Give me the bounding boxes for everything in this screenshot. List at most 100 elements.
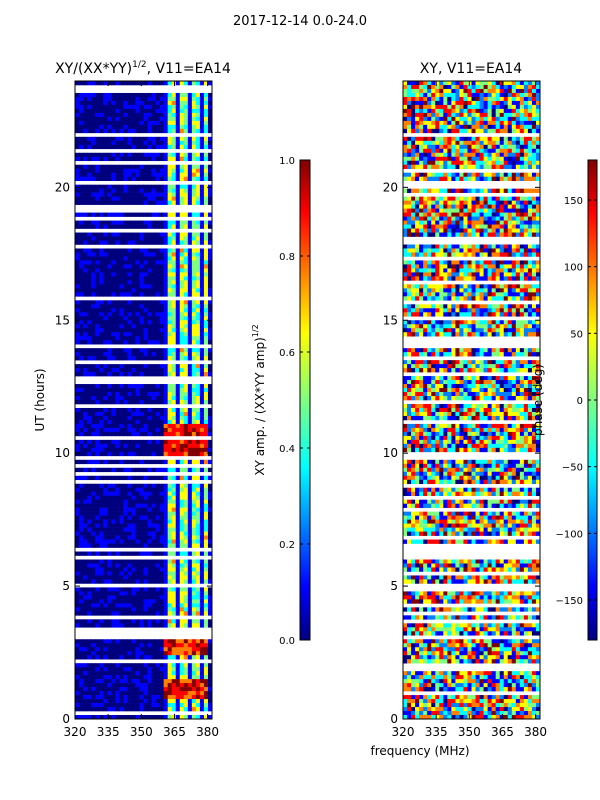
heatmap-cell (79, 184, 84, 189)
heatmap-cell (195, 507, 201, 512)
heatmap-cell (135, 715, 140, 719)
heatmap-cell (107, 316, 112, 321)
heatmap-cell (95, 603, 100, 608)
heatmap-cell (111, 116, 116, 122)
heatmap-cell (107, 276, 112, 281)
heatmap-cell (527, 92, 533, 98)
heatmap-cell (111, 703, 116, 708)
heatmap-cell (487, 96, 493, 102)
heatmap-cell (79, 140, 84, 146)
heatmap-cell (151, 607, 156, 612)
heatmap-cell (167, 356, 173, 361)
heatmap-cell (95, 276, 100, 281)
heatmap-cell (159, 300, 165, 305)
heatmap-cell (107, 188, 112, 193)
heatmap-cell (139, 619, 144, 624)
heatmap-cell (107, 248, 112, 253)
heatmap-cell (155, 112, 161, 118)
heatmap-cell (187, 196, 193, 201)
heatmap-cell (195, 535, 201, 540)
heatmap-cell (79, 232, 84, 237)
heatmap-cell (99, 595, 104, 600)
heatmap-cell (163, 639, 169, 644)
heatmap-cell (203, 252, 209, 257)
heatmap-cell (535, 108, 540, 114)
heatmap-cell (195, 603, 201, 608)
heatmap-cell (439, 112, 444, 118)
heatmap-cell (91, 268, 96, 273)
heatmap-cell (195, 683, 201, 688)
heatmap-cell (83, 196, 88, 201)
heatmap-cell (195, 687, 201, 692)
heatmap-cell (79, 316, 84, 321)
heatmap-cell (183, 320, 189, 325)
heatmap-cell (131, 511, 136, 516)
heatmap-cell (99, 288, 104, 293)
heatmap-cell (171, 419, 177, 425)
heatmap-cell (131, 332, 136, 337)
heatmap-cell (155, 483, 161, 489)
heatmap-cell (103, 272, 108, 277)
heatmap-cell (91, 256, 96, 261)
heatmap-cell (123, 595, 128, 600)
heatmap-cell (443, 136, 448, 142)
heatmap-cell (187, 591, 193, 596)
heatmap-cell (459, 144, 464, 150)
heatmap-cell (167, 467, 173, 473)
heatmap-cell (203, 152, 209, 158)
heatmap-cell (183, 156, 189, 162)
heatmap-cell (515, 100, 521, 106)
heatmap-cell (115, 400, 120, 405)
heatmap-cell (131, 495, 136, 500)
heatmap-cell (91, 108, 96, 114)
heatmap-cell (175, 699, 181, 704)
heatmap-cell (119, 683, 124, 688)
heatmap-cell (159, 507, 165, 512)
heatmap-cell (175, 695, 181, 700)
heatmap-cell (111, 687, 116, 692)
heatmap-cell (147, 112, 152, 118)
heatmap-cell (167, 120, 173, 126)
heatmap-cell (147, 519, 152, 524)
heatmap-cell (199, 300, 205, 305)
heatmap-cell (179, 411, 185, 417)
heatmap-cell (407, 144, 412, 150)
heatmap-cell (127, 372, 132, 377)
heatmap-cell (103, 491, 108, 496)
heatmap-cell (95, 320, 100, 325)
heatmap-cell (175, 300, 181, 305)
heatmap-cell (187, 523, 193, 528)
heatmap-cell (183, 284, 189, 289)
heatmap-cell (191, 655, 197, 660)
heatmap-cell (155, 511, 161, 516)
heatmap-cell (403, 124, 408, 130)
heatmap-cell (147, 164, 152, 170)
heatmap-cell (91, 316, 96, 321)
heatmap-cell (207, 663, 212, 668)
heatmap-cell (95, 459, 100, 465)
heatmap-cell (199, 248, 205, 253)
heatmap-cell (199, 268, 205, 273)
heatmap-cell (131, 419, 136, 425)
heatmap-cell (175, 316, 181, 321)
heatmap-cell (155, 308, 161, 313)
heatmap-cell (107, 81, 112, 86)
heatmap-cell (111, 172, 116, 177)
heatmap-cell (123, 316, 128, 321)
heatmap-cell (95, 567, 100, 572)
heatmap-cell (131, 364, 136, 369)
heatmap-cell (99, 575, 104, 580)
heatmap-cell (131, 388, 136, 393)
heatmap-cell (91, 695, 96, 700)
heatmap-cell (87, 172, 92, 177)
heatmap-cell (199, 276, 205, 281)
heatmap-cell (87, 475, 92, 481)
heatmap-cell (79, 304, 84, 309)
heatmap-cell (91, 655, 96, 660)
heatmap-cell (167, 312, 173, 317)
heatmap-cell (151, 691, 156, 696)
heatmap-cell (127, 603, 132, 608)
heatmap-cell (123, 427, 128, 433)
heatmap-cell (203, 695, 209, 700)
heatmap-cell (87, 128, 92, 134)
